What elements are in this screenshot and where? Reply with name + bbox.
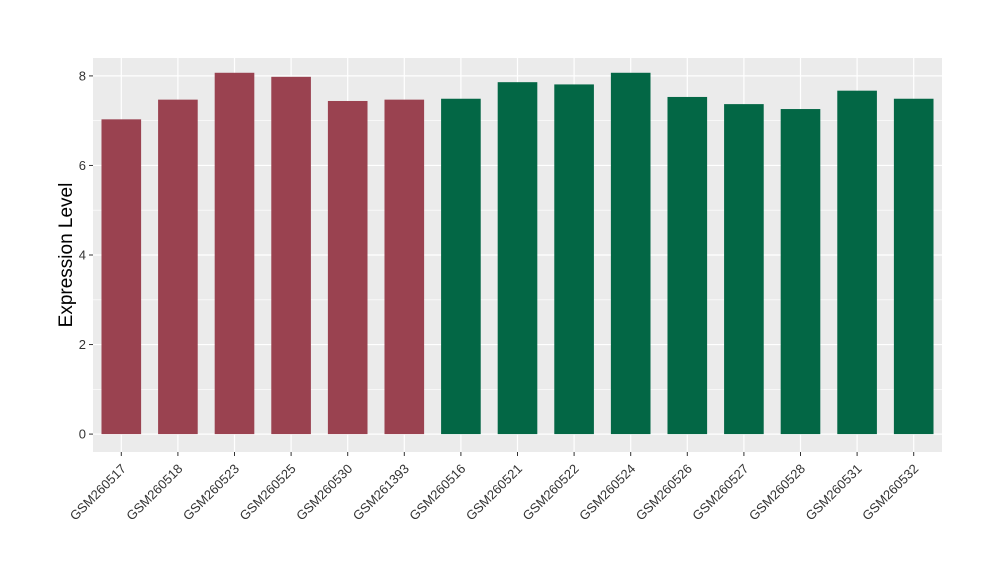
y-axis-title: Expression Level xyxy=(56,183,77,328)
bar-GSM260531 xyxy=(837,90,877,435)
bars xyxy=(101,72,934,435)
bar-GSM260526 xyxy=(667,96,708,435)
y-tick-label: 2 xyxy=(79,337,86,352)
bar-GSM260527 xyxy=(724,104,764,435)
x-tick-label: GSM260526 xyxy=(633,461,695,523)
y-axis: 0 2 4 6 8 xyxy=(79,68,93,442)
bar-GSM260517 xyxy=(101,119,142,435)
x-tick-label: GSM260518 xyxy=(123,461,185,523)
y-tick-label: 6 xyxy=(79,158,86,173)
bar-GSM260528 xyxy=(780,109,821,435)
x-tick-label: GSM260531 xyxy=(803,461,865,523)
x-tick-label: GSM260521 xyxy=(463,461,525,523)
x-tick-label: GSM260525 xyxy=(237,461,299,523)
bar-GSM261393 xyxy=(384,99,425,435)
bar-GSM260530 xyxy=(327,100,368,435)
x-tick-label: GSM260516 xyxy=(406,461,468,523)
x-tick-label: GSM260528 xyxy=(746,461,808,523)
x-tick-label: GSM260532 xyxy=(859,461,921,523)
x-tick-label: GSM260530 xyxy=(293,461,355,523)
bar-GSM260518 xyxy=(158,99,198,435)
y-tick-label: 8 xyxy=(79,68,86,83)
bar-GSM260525 xyxy=(271,76,311,435)
bar-GSM260523 xyxy=(214,72,255,435)
x-tick-label: GSM260517 xyxy=(67,461,129,523)
y-tick-label: 4 xyxy=(79,248,86,263)
y-tick-label: 0 xyxy=(79,427,86,442)
bar-GSM260524 xyxy=(610,72,651,435)
x-tick-label: GSM260523 xyxy=(180,461,242,523)
x-tick-label: GSM261393 xyxy=(350,461,412,523)
x-tick-label: GSM260522 xyxy=(520,461,582,523)
x-tick-label: GSM260524 xyxy=(576,461,638,523)
x-tick-label: GSM260527 xyxy=(689,461,751,523)
bar-GSM260522 xyxy=(554,84,594,435)
x-axis: GSM260517GSM260518GSM260523GSM260525GSM2… xyxy=(67,452,921,523)
bar-GSM260516 xyxy=(441,98,481,435)
bar-GSM260532 xyxy=(893,98,934,435)
bar-GSM260521 xyxy=(497,82,538,435)
